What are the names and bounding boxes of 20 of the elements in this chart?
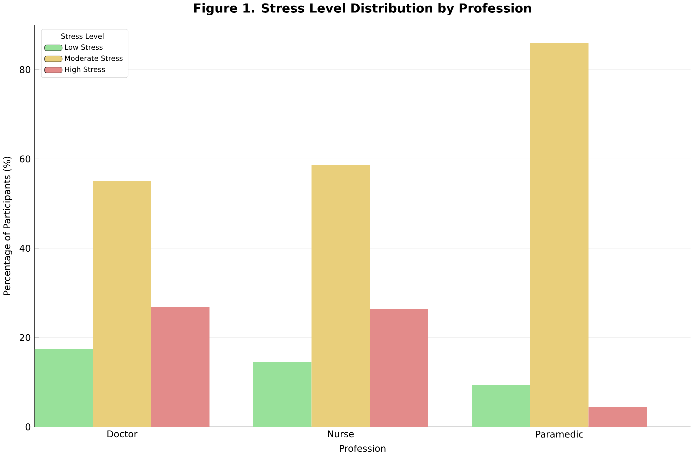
chart-title: Figure 1. Stress Level Distribution by Profession [194, 4, 532, 16]
bar [312, 166, 370, 428]
bar [151, 307, 210, 428]
y-tick-label: 20 [20, 334, 31, 342]
x-axis-title: Profession [340, 445, 386, 452]
bar [530, 43, 589, 428]
y-tick-label: 60 [20, 156, 31, 163]
bar [472, 385, 530, 428]
bar [588, 408, 648, 428]
x-tick-label: Paramedic [536, 430, 584, 438]
bar [34, 349, 94, 428]
x-tick-label: Nurse [328, 431, 354, 438]
x-tick-label: Doctor [108, 431, 138, 438]
y-tick-label: 80 [20, 66, 31, 74]
bar [370, 309, 428, 428]
y-tick-label: 0 [26, 424, 31, 431]
y-tick-label: 40 [20, 245, 31, 252]
bar [93, 182, 152, 428]
y-axis-title: Percentage of Participants (%) [3, 157, 12, 296]
bar [253, 362, 312, 428]
